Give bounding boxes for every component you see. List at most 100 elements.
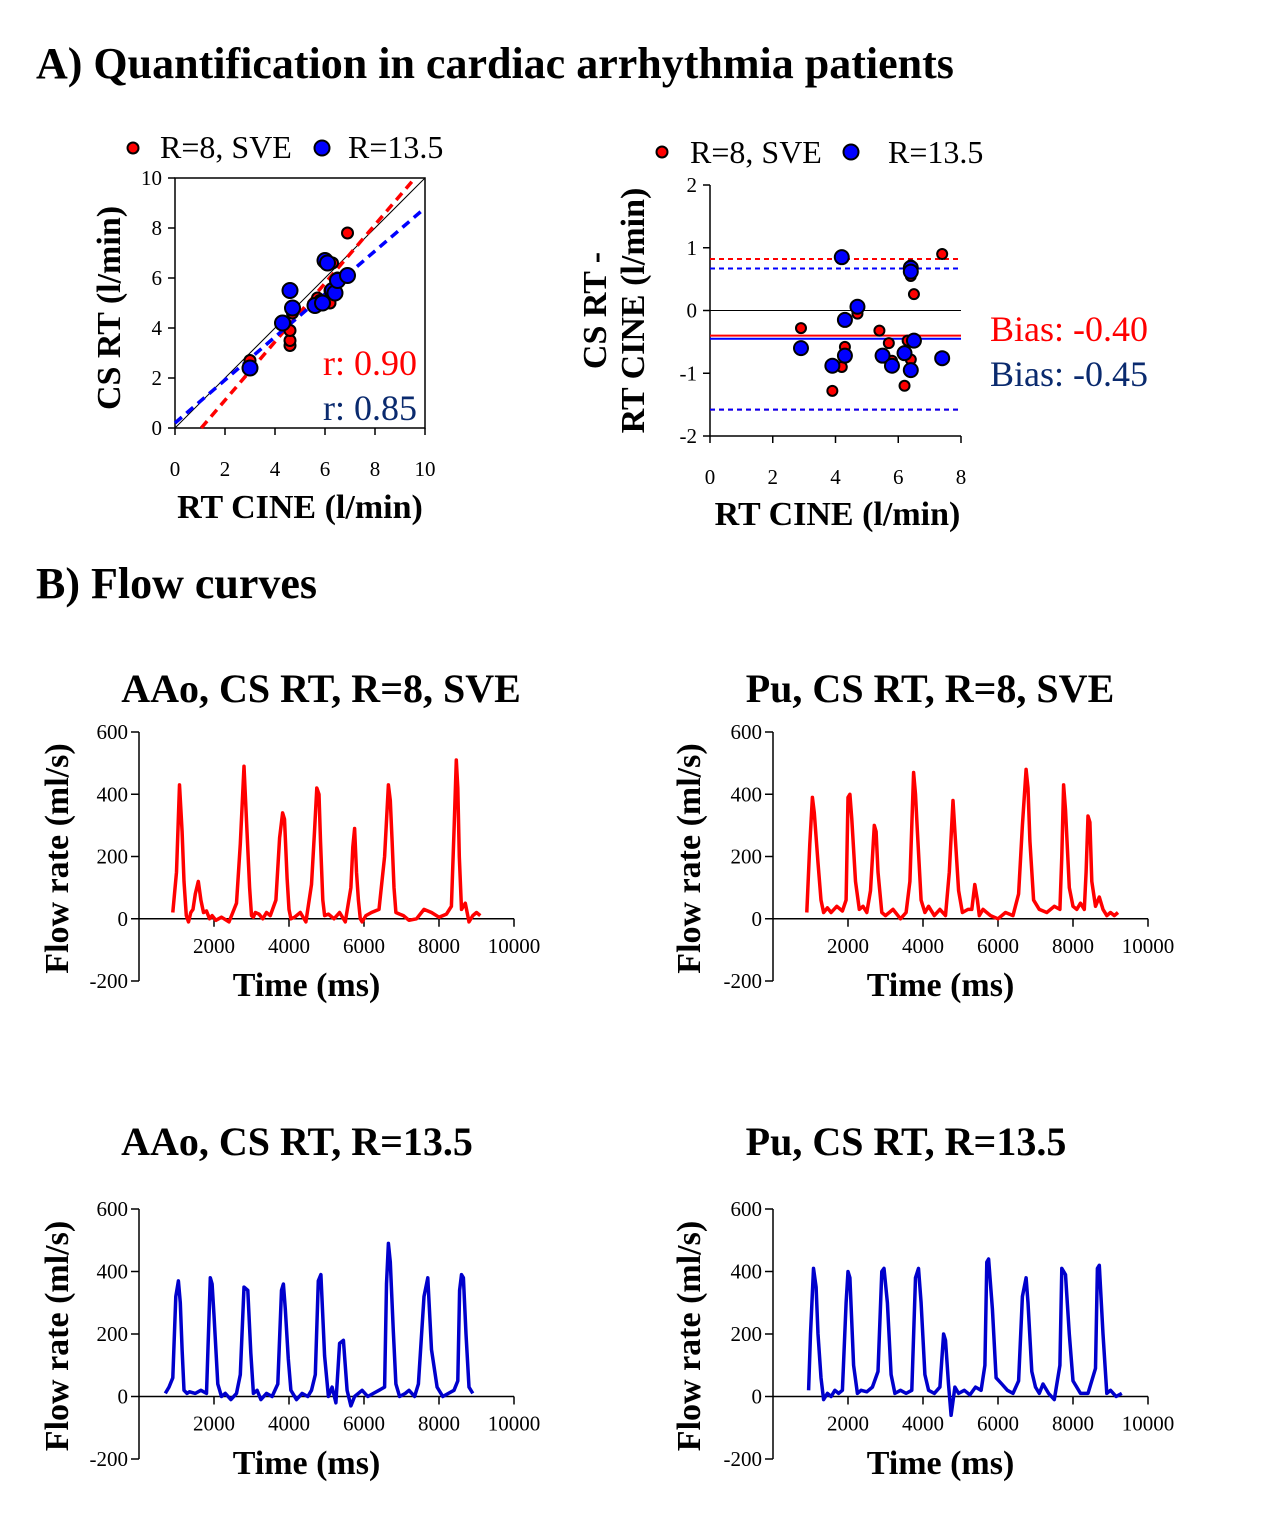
y-tick-label: 0 xyxy=(752,1385,763,1409)
flow-curve xyxy=(805,767,1120,921)
legend-label: R=13.5 xyxy=(348,129,443,165)
data-point xyxy=(339,267,356,284)
y-tick-label: 1 xyxy=(687,236,698,260)
x-axis-title: Time (ms) xyxy=(867,967,1015,1004)
data-point xyxy=(874,347,891,364)
data-point xyxy=(882,337,895,350)
data-point xyxy=(274,314,291,332)
y-tick-label: 0 xyxy=(687,299,698,323)
x-axis-title: RT CINE (l/min) xyxy=(177,489,423,526)
data-point xyxy=(905,332,922,349)
y-tick-label: -200 xyxy=(90,1447,129,1471)
r-value-blue: r: 0.85 xyxy=(323,388,417,428)
x-tick-label: 4 xyxy=(830,465,841,489)
data-point xyxy=(341,226,354,240)
regression-line xyxy=(199,176,417,430)
data-point xyxy=(281,282,299,299)
data-point xyxy=(934,350,951,367)
x-tick-label: 2 xyxy=(220,457,231,481)
data-point xyxy=(833,249,850,266)
y-tick-label: 400 xyxy=(731,782,763,806)
y-tick-label: 8 xyxy=(152,216,163,240)
x-axis-title: RT CINE (l/min) xyxy=(715,496,961,533)
y-tick-label: 600 xyxy=(731,1197,763,1221)
data-point xyxy=(902,362,919,379)
plot-frame xyxy=(174,177,426,429)
x-tick-label: 10000 xyxy=(488,934,541,958)
data-point xyxy=(241,359,259,377)
identity-line xyxy=(174,177,426,429)
x-tick-label: 0 xyxy=(705,465,716,489)
x-axis-title: Time (ms) xyxy=(233,1445,381,1482)
legend-marker-blue xyxy=(313,139,331,157)
x-axis-title: Time (ms) xyxy=(233,967,381,1004)
data-point xyxy=(794,322,807,335)
flow-chart-aao-r8: AAo, CS RT, R=8, SVE -200 0 200 400 600 2000 40… xyxy=(39,666,540,1004)
data-point xyxy=(902,263,919,280)
y-tick-label: 0 xyxy=(118,907,129,931)
x-axis-title: Time (ms) xyxy=(867,1445,1015,1482)
y-tick-label: 600 xyxy=(97,720,129,744)
x-tick-label: 10000 xyxy=(1122,934,1175,958)
flow-chart-pu-r8: Pu, CS RT, R=8, SVE -200 0 200 400 600 2000 400… xyxy=(671,666,1174,1004)
legend-label: R=13.5 xyxy=(888,134,983,170)
data-point xyxy=(836,347,853,364)
y-axis-title: Flow rate (ml/s) xyxy=(671,743,708,973)
x-tick-label: 6000 xyxy=(343,1412,385,1436)
x-tick-label: 8000 xyxy=(418,1412,460,1436)
x-tick-label: 2000 xyxy=(193,1412,235,1436)
y-tick-label: 0 xyxy=(118,1385,129,1409)
flow-curve xyxy=(806,1257,1123,1418)
x-tick-label: 10000 xyxy=(488,1412,541,1436)
chart-title: AAo, CS RT, R=13.5 xyxy=(121,1119,473,1164)
data-point xyxy=(319,254,336,272)
x-tick-label: 6000 xyxy=(977,1412,1019,1436)
data-point xyxy=(936,248,949,261)
x-tick-label: 10 xyxy=(415,457,436,481)
legend-marker-blue xyxy=(842,143,860,161)
y-tick-label: 2 xyxy=(687,173,698,197)
bias-label-red: Bias: -0.40 xyxy=(990,309,1148,349)
y-tick-label: 200 xyxy=(97,1322,129,1346)
data-point xyxy=(896,345,913,362)
x-tick-label: 8000 xyxy=(418,934,460,958)
x-tick-label: 8 xyxy=(956,465,967,489)
x-tick-label: 4000 xyxy=(268,1412,310,1436)
y-axis-title-line1: CS RT - xyxy=(577,252,614,369)
x-tick-label: 8 xyxy=(370,457,381,481)
bias-label-blue: Bias: -0.45 xyxy=(990,354,1148,394)
y-tick-label: -200 xyxy=(724,969,763,993)
data-point xyxy=(849,298,866,315)
chart-title: AAo, CS RT, R=8, SVE xyxy=(121,666,521,711)
y-tick-label: 0 xyxy=(152,416,163,440)
x-tick-label: 8000 xyxy=(1052,934,1094,958)
data-point xyxy=(284,299,301,317)
y-tick-label: -200 xyxy=(90,969,129,993)
flow-chart-pu-r13: Pu, CS RT, R=13.5 -200 0 200 400 600 2000 4000 6… xyxy=(671,1119,1174,1482)
x-tick-label: 6000 xyxy=(343,934,385,958)
y-tick-label: 0 xyxy=(752,907,763,931)
data-point xyxy=(883,357,900,374)
y-tick-label: -2 xyxy=(680,424,698,448)
y-tick-label: 6 xyxy=(152,266,163,290)
flow-chart-aao-r13: AAo, CS RT, R=13.5 -200 0 200 400 600 2000 4000… xyxy=(39,1119,540,1482)
x-tick-label: 0 xyxy=(170,457,181,481)
x-tick-label: 8000 xyxy=(1052,1412,1094,1436)
y-tick-label: -200 xyxy=(724,1447,763,1471)
legend-label: R=8, SVE xyxy=(160,129,292,165)
x-tick-label: 4000 xyxy=(902,1412,944,1436)
x-tick-label: 2000 xyxy=(827,1412,869,1436)
data-point xyxy=(898,379,911,392)
correlation-chart: 0 2 4 6 8 10 0 2 4 6 8 10 RT CINE (l/min) CS RT (l/mi… xyxy=(91,129,443,526)
data-point xyxy=(792,340,809,357)
y-tick-label: 10 xyxy=(141,166,162,190)
y-axis-title: Flow rate (ml/s) xyxy=(39,743,76,973)
data-point xyxy=(824,357,841,374)
r-value-red: r: 0.90 xyxy=(323,343,417,383)
y-tick-label: 200 xyxy=(731,1322,763,1346)
y-tick-label: 2 xyxy=(152,366,163,390)
y-tick-label: 400 xyxy=(97,782,129,806)
data-point xyxy=(826,384,839,397)
regression-line xyxy=(173,206,427,425)
x-tick-label: 2000 xyxy=(193,934,235,958)
